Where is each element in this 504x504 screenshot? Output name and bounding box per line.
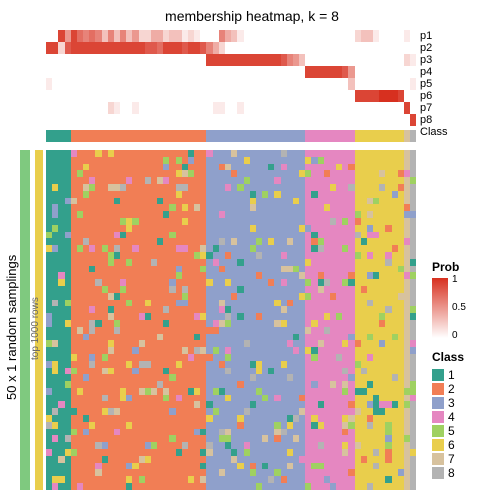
class-legend-label: 1 — [448, 368, 455, 382]
class-legend-label: 6 — [448, 438, 455, 452]
prob-legend-title: Prob — [432, 260, 459, 274]
class-legend-item: 6 — [432, 438, 464, 452]
chart-title: membership heatmap, k = 8 — [0, 8, 504, 24]
class-legend-item: 8 — [432, 466, 464, 480]
class-legend-item: 7 — [432, 452, 464, 466]
swatch — [432, 439, 444, 451]
class-legend-label: 3 — [448, 396, 455, 410]
class-legend: Class 12345678 — [432, 350, 464, 480]
swatch — [432, 467, 444, 479]
swatch — [432, 397, 444, 409]
y-axis-inner-label: top 1000 rows — [30, 297, 41, 360]
prob-row — [46, 90, 416, 102]
row-label: p7 — [420, 102, 448, 114]
class-legend-title: Class — [432, 350, 464, 364]
probability-rows — [46, 30, 416, 126]
class-legend-item: 4 — [432, 410, 464, 424]
prob-legend: Prob 1 0.5 0 — [432, 260, 459, 338]
class-legend-label: 8 — [448, 466, 455, 480]
class-legend-item: 1 — [432, 368, 464, 382]
class-legend-item: 3 — [432, 396, 464, 410]
row-label: p2 — [420, 42, 448, 54]
row-label: p3 — [420, 54, 448, 66]
swatch — [432, 383, 444, 395]
swatch — [432, 453, 444, 465]
class-legend-item: 5 — [432, 424, 464, 438]
row-label: p6 — [420, 90, 448, 102]
prob-row — [46, 42, 416, 54]
class-row — [46, 130, 416, 142]
swatch — [432, 425, 444, 437]
class-legend-label: 2 — [448, 382, 455, 396]
swatch — [432, 369, 444, 381]
sampling-body — [46, 150, 416, 490]
prob-row — [46, 78, 416, 90]
outer-sampling-bar — [20, 150, 30, 490]
prob-row — [46, 66, 416, 78]
row-label: p8 — [420, 114, 448, 126]
class-legend-label: 4 — [448, 410, 455, 424]
prob-row — [46, 30, 416, 42]
prob-row — [46, 114, 416, 126]
class-legend-label: 7 — [448, 452, 455, 466]
row-label: p5 — [420, 78, 448, 90]
prob-row — [46, 54, 416, 66]
swatch — [432, 411, 444, 423]
prob-row — [46, 102, 416, 114]
class-legend-item: 2 — [432, 382, 464, 396]
row-label: p4 — [420, 66, 448, 78]
row-label: Class — [420, 126, 448, 138]
row-label: p1 — [420, 30, 448, 42]
row-labels: p1p2p3p4p5p6p7p8Class — [420, 30, 448, 138]
prob-gradient — [432, 278, 448, 338]
class-legend-label: 5 — [448, 424, 455, 438]
heatmap — [46, 30, 416, 490]
y-axis-outer-label: 50 x 1 random samplings — [4, 255, 19, 400]
